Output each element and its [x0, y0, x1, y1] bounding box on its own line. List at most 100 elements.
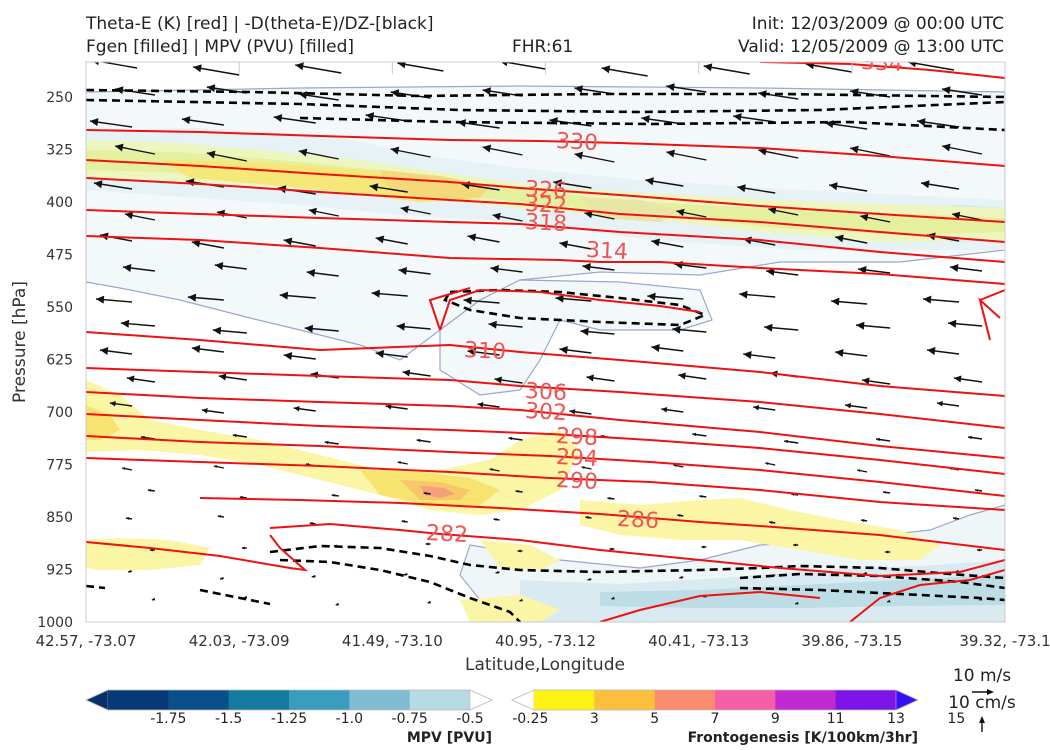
wind-vector-124 — [569, 409, 592, 415]
theta-e-contour-14 — [86, 534, 309, 572]
wind-vector-99 — [99, 347, 133, 355]
wind-vector-100 — [191, 345, 224, 353]
valid-time: Valid: 12/05/2009 @ 13:00 UTC — [738, 37, 1004, 57]
ref-vector-horizontal-head — [987, 689, 994, 695]
y-tick-label-775: 775 — [46, 458, 73, 474]
mpv-colorbar-segment-3 — [228, 690, 290, 710]
wind-vector-84 — [555, 294, 592, 303]
y-tick-label-400: 400 — [46, 195, 73, 211]
ref-vector-cms-label: 10 cm/s — [948, 693, 1016, 713]
mpv-colorbar-segment-5 — [349, 690, 411, 710]
wind-vector-179 — [127, 569, 133, 573]
theta-e-contour-12 — [199, 497, 1005, 551]
x-axis-label: Latitude,Longitude — [465, 655, 625, 675]
wind-vector-133 — [508, 436, 523, 441]
wind-vector-112 — [402, 369, 431, 377]
fgen-colorbar-right-extend — [895, 689, 919, 711]
wind-vector-130 — [232, 433, 247, 438]
wind-vector-172 — [425, 542, 431, 546]
theta-e-contour-2 — [86, 159, 1005, 223]
wind-vector-154 — [607, 496, 615, 500]
ref-vector-vertical-head — [979, 716, 985, 723]
wind-vector-48 — [920, 180, 960, 190]
wind-vector-114 — [586, 374, 615, 382]
wind-vector-101 — [283, 352, 316, 360]
filled-region-4 — [600, 575, 1005, 608]
theta-e-contours — [86, 62, 1005, 622]
theta-e-contour-10 — [86, 435, 1005, 497]
wind-vector-158 — [974, 488, 983, 492]
wind-vector-105 — [651, 344, 684, 352]
mpv-colorbar-left-extend — [85, 689, 109, 711]
wind-vector-87 — [831, 297, 868, 306]
x-tick-label-6: 39.32, -73.1 — [959, 632, 1050, 650]
wind-vector-62 — [375, 235, 408, 245]
fgen-colorbar-segment-5 — [775, 690, 837, 710]
wind-vector-123 — [477, 402, 500, 408]
wind-vector-177 — [885, 550, 891, 554]
wind-vector-139 — [121, 467, 133, 471]
y-tick-label-1000: 1000 — [37, 615, 73, 631]
mpv-colorbar-segment-6 — [409, 690, 471, 710]
wind-vector-95 — [672, 325, 707, 334]
theta-e-contour-9 — [86, 413, 1005, 475]
wind-vector-72 — [398, 267, 431, 275]
theta-e-contour-20 — [849, 569, 1005, 622]
wind-vector-34 — [574, 151, 615, 163]
y-tick-label-850: 850 — [46, 510, 73, 526]
dthetae-contour-9 — [199, 588, 271, 606]
mpv-colorbar-right-extend — [469, 689, 493, 711]
wind-vector-45 — [645, 177, 684, 187]
wind-vector-0 — [93, 62, 138, 69]
wind-vector-94 — [580, 327, 615, 336]
wind-vector-97 — [856, 321, 891, 330]
wind-vector-91 — [304, 324, 339, 333]
wind-vector-58 — [951, 211, 983, 221]
wind-vector-54 — [584, 210, 615, 220]
theta-e-label-326: 326 — [524, 177, 567, 204]
wind-vector-46 — [737, 184, 776, 194]
wind-vector-115 — [678, 372, 707, 380]
mpv-colorbar-segment-1 — [108, 690, 169, 710]
theta-e-label-330: 330 — [555, 129, 598, 156]
wind-vector-104 — [559, 346, 592, 354]
wind-vector-155 — [699, 494, 707, 498]
wind-vector-4 — [500, 62, 546, 70]
wind-vector-56 — [768, 206, 799, 216]
wind-vector-63 — [467, 233, 500, 243]
wind-vector-151 — [331, 493, 339, 497]
wind-vector-110 — [218, 373, 247, 381]
wind-vector-60 — [191, 239, 224, 249]
wind-vector-85 — [647, 292, 684, 301]
wind-vector-35 — [666, 149, 707, 161]
wind-vector-29 — [114, 143, 156, 155]
fgen-colorbar-segment-4 — [715, 690, 776, 710]
fgen-colorbar-tick-5: 13 — [887, 711, 905, 727]
dthetae-contour-0 — [86, 88, 1005, 99]
x-tick-label-0: 42.57, -73.07 — [36, 632, 137, 650]
wind-vector-44 — [553, 179, 592, 189]
wind-vector-92 — [396, 322, 431, 331]
theta-e-label-334: 334 — [860, 50, 903, 77]
mpv-colorbar-outline — [85, 689, 493, 711]
y-tick-label-325: 325 — [46, 143, 73, 159]
x-tick-label-1: 42.03, -73.09 — [189, 632, 290, 650]
x-tick-label-2: 41.49, -73.10 — [342, 632, 443, 650]
filled-region-16 — [460, 595, 560, 622]
filled-region-14 — [580, 498, 940, 560]
wind-vector-20 — [181, 116, 224, 126]
wind-vector-189 — [151, 597, 156, 601]
wind-vector-113 — [494, 376, 523, 384]
wind-vector-42 — [369, 183, 408, 193]
wind-vector-55 — [676, 208, 707, 218]
wind-vector-74 — [582, 263, 615, 271]
filled-region-19 — [420, 486, 455, 498]
dthetae-contour-2 — [299, 116, 1005, 132]
wind-vector-90 — [212, 326, 247, 335]
wind-vector-119 — [109, 401, 133, 407]
wind-vector-8 — [907, 62, 955, 71]
wind-vector-22 — [365, 112, 408, 122]
wind-vector-152 — [423, 491, 431, 495]
wind-vector-51 — [308, 207, 339, 217]
wind-vector-149 — [147, 488, 156, 492]
